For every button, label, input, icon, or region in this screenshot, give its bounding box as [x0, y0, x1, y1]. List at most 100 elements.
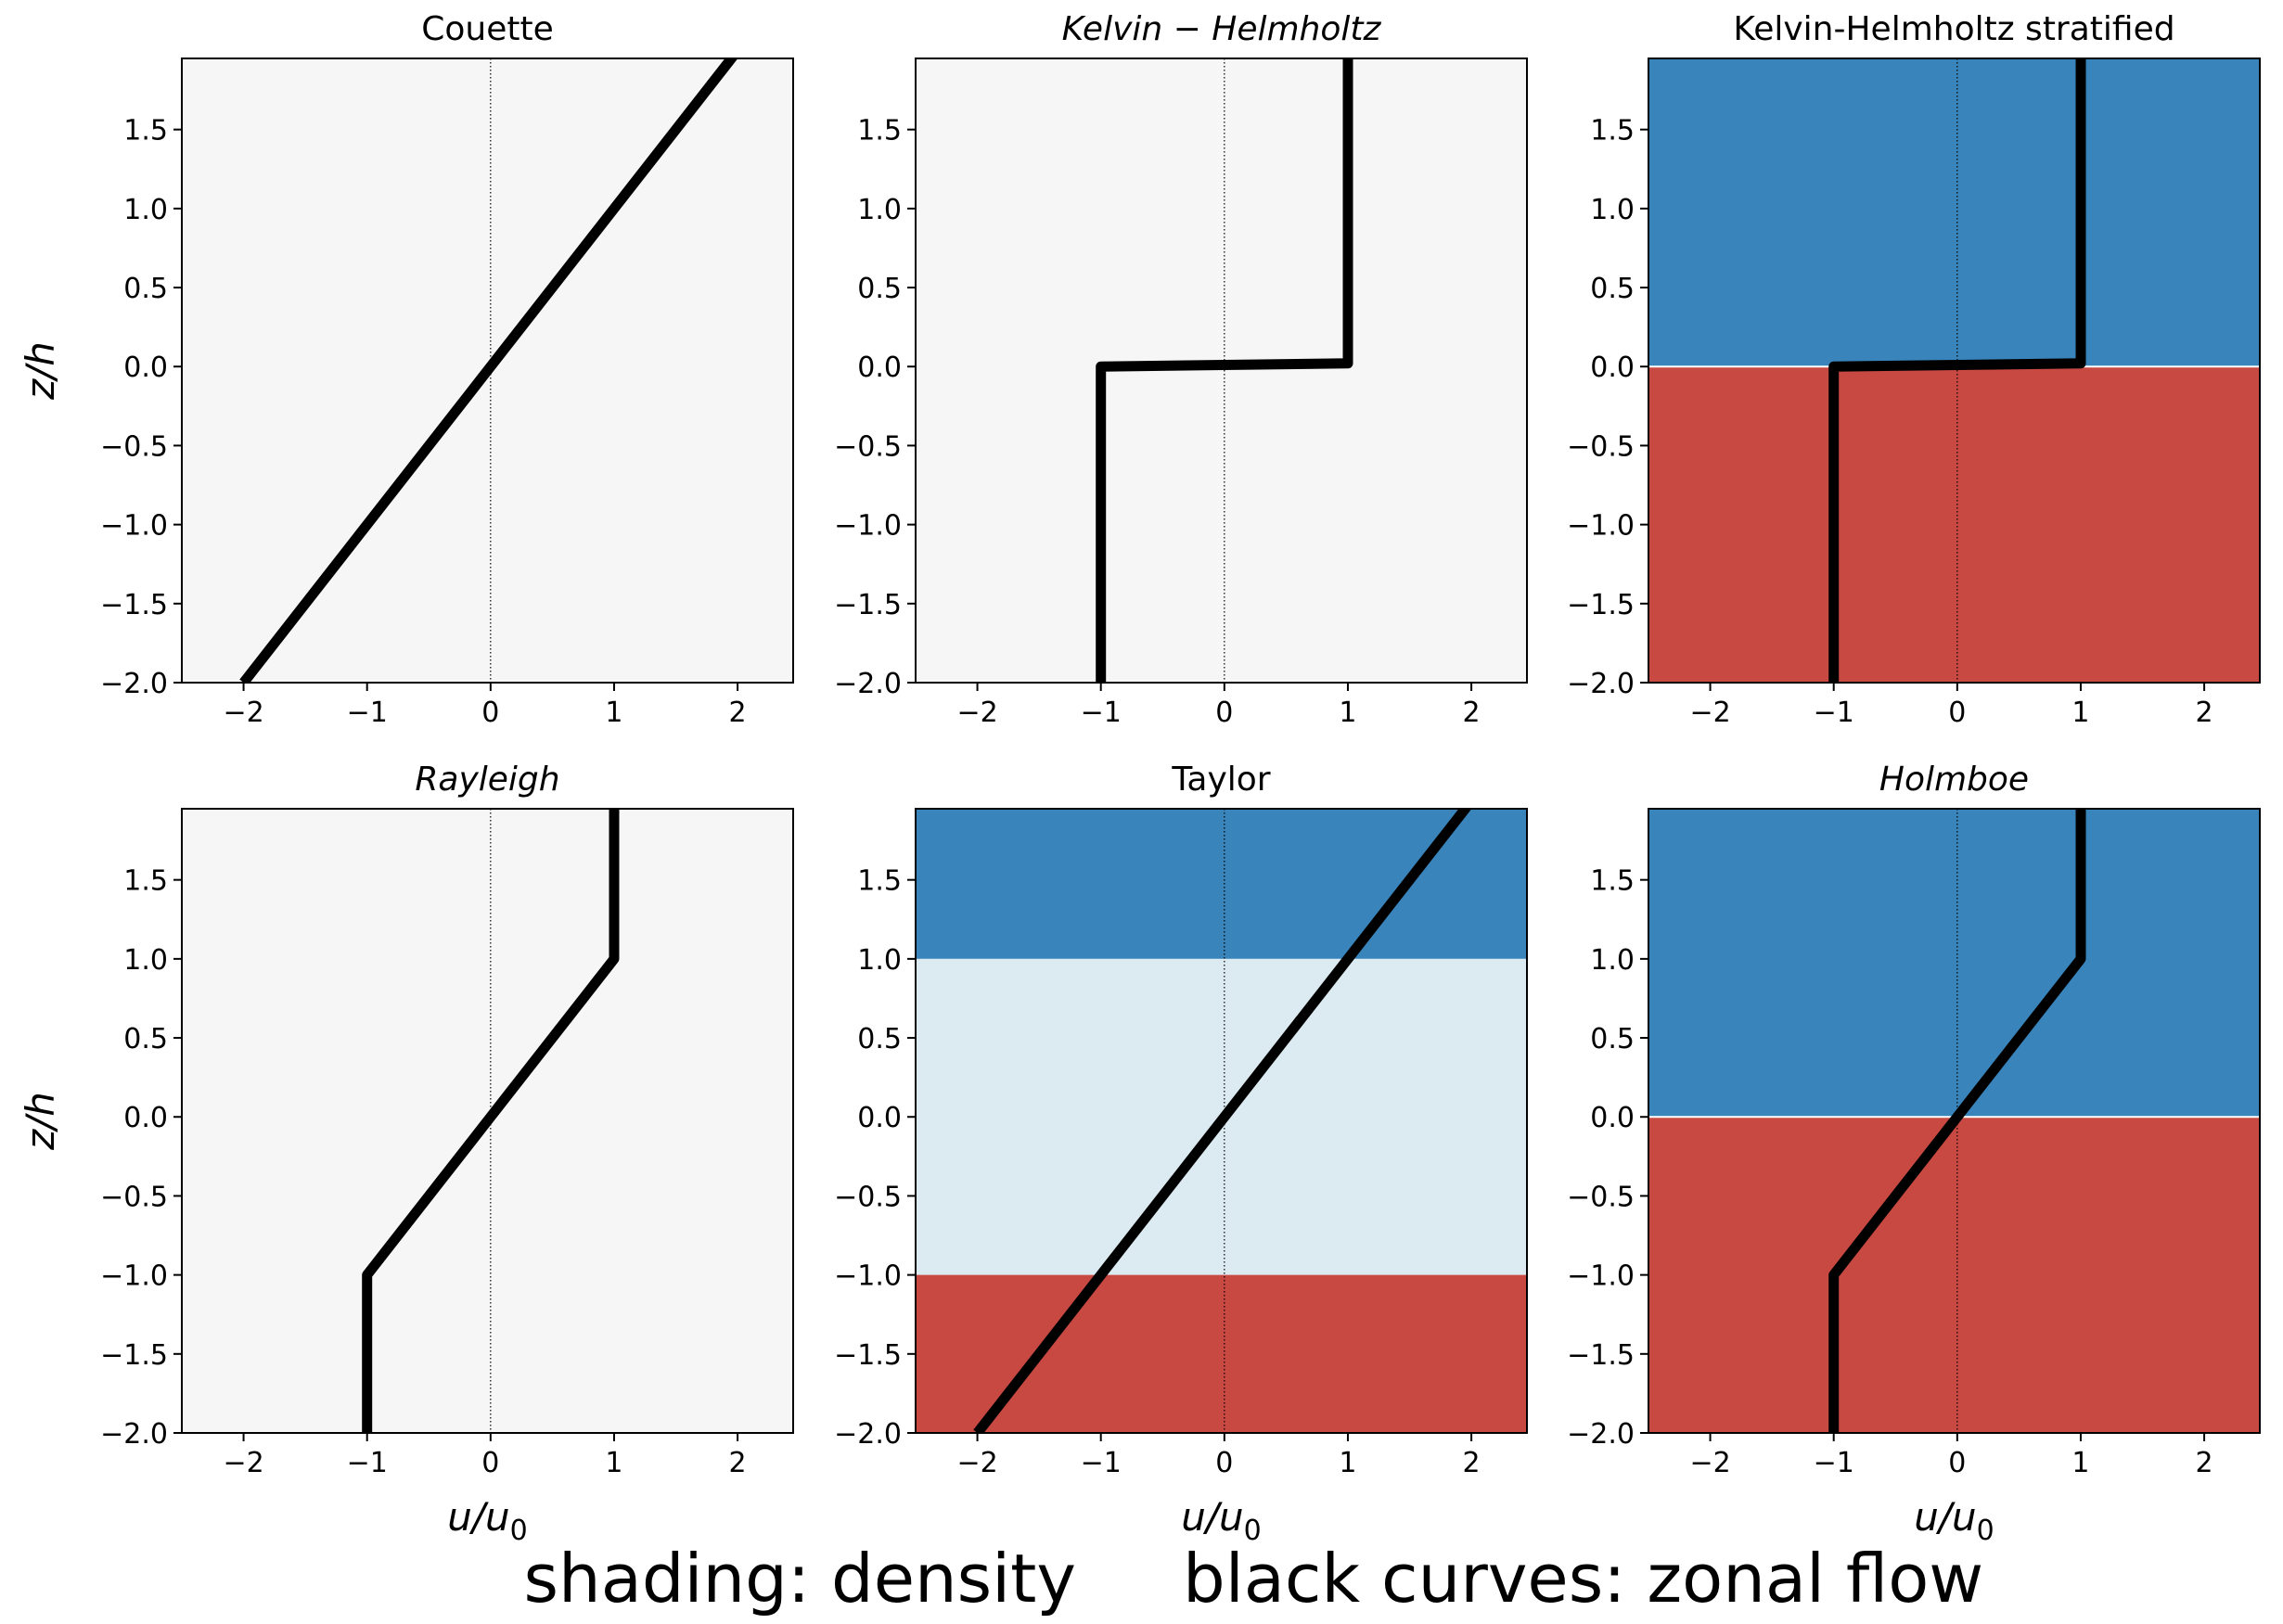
axes-frame [181, 808, 794, 1434]
panel-4: −2 −1 0 1 2 −2.0 −1.5 −1.0 −0.5 0.0 0.5 1.0 1.5 Rayle… [18, 761, 794, 1547]
y-tick-label: −0.5 [834, 430, 902, 463]
y-tick-label: −1.0 [100, 510, 168, 543]
panel-3: −2 −1 0 1 2 −2.0 −1.5 −1.0 −0.5 0.0 0.5 1.0 1.5 Kelvi… [1567, 10, 2261, 729]
y-tick-label: −1.5 [1567, 1339, 1635, 1372]
panel-2: −2 −1 0 1 2 −2.0 −1.5 −1.0 −0.5 0.0 0.5 1.0 1.5 Kelvi… [834, 10, 1528, 729]
caption-right: black curves: zonal flow [1183, 1540, 1983, 1618]
y-tick-label: −1.0 [834, 1260, 902, 1293]
x-tick-label: 2 [2196, 1447, 2213, 1479]
y-tick-label: 0.0 [123, 352, 168, 384]
x-tick-label: −1 [347, 1447, 388, 1479]
zonal-flow-curve [239, 58, 738, 683]
x-tick-label: 2 [1463, 1447, 1481, 1479]
density-band [1648, 809, 2260, 1118]
panel-6: −2 −1 0 1 2 −2.0 −1.5 −1.0 −0.5 0.0 0.5 1.0 1.5 Holmb… [1567, 761, 2261, 1547]
panel-title: Taylor [1171, 761, 1270, 799]
y-tick-label: −1.5 [834, 1339, 902, 1372]
panel-5: −2 −1 0 1 2 −2.0 −1.5 −1.0 −0.5 0.0 0.5 1.0 1.5 Taylo… [834, 761, 1528, 1547]
y-tick-label: 1.0 [1590, 944, 1635, 977]
zonal-flow-curve [1828, 58, 2086, 683]
y-tick-label: −2.0 [100, 1418, 168, 1451]
x-tick-label: −1 [1081, 1447, 1122, 1479]
y-tick-label: 1.5 [1590, 865, 1635, 898]
x-tick-label: −2 [223, 697, 263, 729]
y-tick-label: 1.0 [857, 194, 902, 226]
y-tick-label: −2.0 [100, 668, 168, 700]
y-tick-label: −1.0 [1567, 510, 1635, 543]
y-tick-label: 0.0 [1590, 352, 1635, 384]
y-axis-label: z/h [18, 1092, 63, 1151]
y-tick-label: −0.5 [100, 1181, 168, 1213]
x-tick-label: 0 [1215, 697, 1233, 729]
density-band [1648, 58, 2260, 367]
x-tick-label: −1 [347, 697, 388, 729]
x-tick-label: 2 [1463, 697, 1481, 729]
y-tick-label: −1.5 [100, 1339, 168, 1372]
y-tick-label: 1.0 [857, 944, 902, 977]
x-tick-label: −1 [1081, 697, 1122, 729]
y-tick-label: 0.0 [857, 1102, 902, 1134]
y-tick-label: 0.5 [1590, 273, 1635, 305]
x-tick-label: −2 [956, 697, 997, 729]
x-tick-label: 1 [2071, 697, 2089, 729]
y-tick-label: 1.5 [857, 865, 902, 898]
y-tick-label: 0.5 [123, 273, 168, 305]
y-tick-label: −0.5 [1567, 430, 1635, 463]
x-tick-label: −1 [1814, 1447, 1854, 1479]
x-tick-label: 1 [605, 1447, 622, 1479]
y-tick-label: 1.0 [1590, 194, 1635, 226]
y-tick-label: −1.0 [100, 1260, 168, 1293]
x-axis-label: u/u0 [447, 1494, 527, 1547]
x-tick-label: −2 [1689, 1447, 1730, 1479]
y-tick-label: 1.5 [1590, 115, 1635, 147]
x-tick-label: 2 [729, 1447, 747, 1479]
panel-1: −2 −1 0 1 2 −2.0 −1.5 −1.0 −0.5 0.0 0.5 1.0 1.5 Couet… [18, 10, 794, 729]
y-tick-label: 0.0 [1590, 1102, 1635, 1134]
axes-frame [915, 808, 1528, 1434]
x-tick-label: 1 [1339, 697, 1356, 729]
density-band [916, 58, 1527, 683]
axes-frame [181, 58, 794, 684]
y-tick-label: −2.0 [834, 668, 902, 700]
x-tick-label: 2 [729, 697, 747, 729]
x-tick-label: 0 [1948, 1447, 1966, 1479]
x-axis-label: u/u0 [1181, 1494, 1261, 1547]
y-tick-label: −1.5 [1567, 589, 1635, 621]
x-tick-label: −2 [223, 1447, 263, 1479]
y-tick-label: −1.5 [834, 589, 902, 621]
y-tick-label: 0.5 [123, 1023, 168, 1055]
density-band [1648, 1117, 2260, 1433]
x-tick-label: 0 [481, 697, 499, 729]
y-tick-label: −1.0 [834, 510, 902, 543]
y-tick-label: 1.5 [123, 115, 168, 147]
y-tick-label: −0.5 [834, 1181, 902, 1213]
y-tick-label: 0.5 [857, 273, 902, 305]
y-tick-label: 0.5 [1590, 1023, 1635, 1055]
zonal-flow-curve [973, 809, 1472, 1433]
y-tick-label: −0.5 [100, 430, 168, 463]
caption-left: shading: density [524, 1540, 1076, 1618]
y-tick-label: −2.0 [1567, 668, 1635, 700]
density-band [916, 809, 1527, 959]
y-tick-label: −0.5 [1567, 1181, 1635, 1213]
x-tick-label: −2 [956, 1447, 997, 1479]
x-tick-label: 1 [2071, 1447, 2089, 1479]
y-tick-label: 1.0 [123, 944, 168, 977]
x-axis-label: u/u0 [1914, 1494, 1994, 1547]
axes-frame [1648, 58, 2261, 684]
y-tick-label: −2.0 [1567, 1418, 1635, 1451]
x-tick-label: 1 [605, 697, 622, 729]
zonal-flow-curve [1096, 58, 1353, 683]
density-band [1648, 366, 2260, 683]
panel-title: Holmboe [1879, 761, 2029, 799]
panel-title: Couette [421, 10, 554, 48]
y-tick-label: 0.0 [123, 1102, 168, 1134]
y-tick-label: 1.5 [857, 115, 902, 147]
x-tick-label: −2 [1689, 697, 1730, 729]
zonal-flow-curve [1828, 809, 2086, 1433]
y-tick-label: −1.5 [100, 589, 168, 621]
x-tick-label: 0 [1948, 697, 1966, 729]
panel-title: Kelvin − Helmholtz [1062, 10, 1382, 48]
panel-title: Rayleigh [415, 761, 559, 799]
